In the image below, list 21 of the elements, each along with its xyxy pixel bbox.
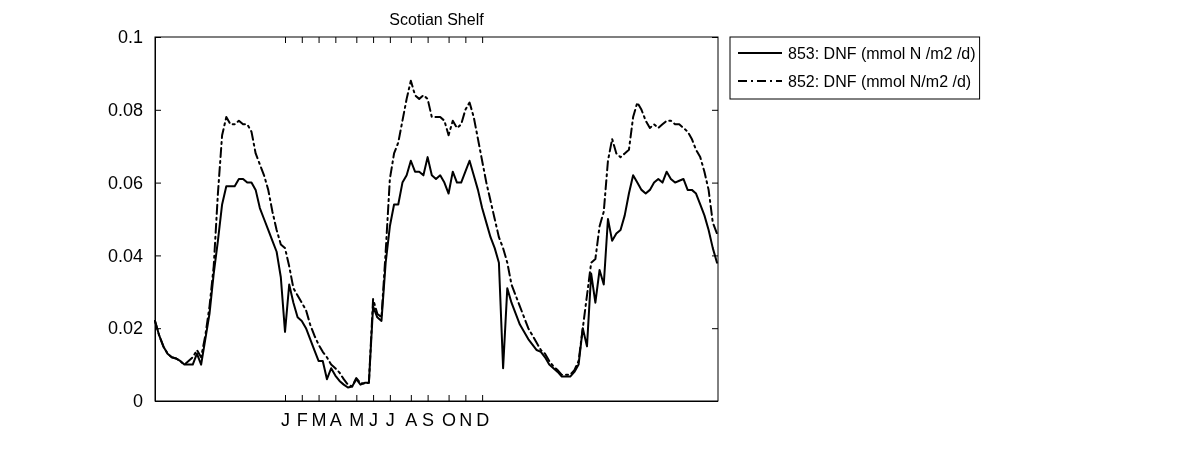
legend-label: 853: DNF (mmol N /m2 /d) [788, 45, 976, 62]
y-tick-label: 0.06 [107, 172, 143, 193]
x-tick-label: J [369, 409, 379, 430]
x-tick-label: A [405, 409, 418, 430]
legend-label: 852: DNF (mmol N/m2 /d) [788, 73, 972, 90]
y-tick-label: 0.04 [107, 245, 143, 266]
x-tick-label: J [385, 409, 395, 430]
x-tick-label: J [281, 409, 291, 430]
x-tick-label: S [422, 409, 435, 430]
y-tick-label: 0.1 [117, 27, 143, 48]
x-tick-label: M [349, 409, 365, 430]
x-tick-label: D [476, 409, 490, 430]
y-tick-label: 0 [132, 391, 143, 412]
y-tick-label: 0.02 [107, 318, 143, 339]
x-tick-label: M [311, 409, 327, 430]
y-tick-label: 0.08 [107, 100, 143, 121]
x-tick-label: N [459, 409, 473, 430]
x-tick-label: A [329, 409, 342, 430]
x-tick-label: F [296, 409, 308, 430]
chart-title: Scotian Shelf [389, 11, 485, 28]
x-tick-label: O [442, 409, 457, 430]
